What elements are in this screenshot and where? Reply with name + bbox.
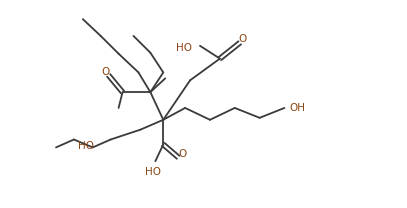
Text: O: O bbox=[239, 34, 247, 44]
Text: HO: HO bbox=[145, 167, 161, 177]
Text: O: O bbox=[102, 67, 110, 77]
Text: HO: HO bbox=[78, 141, 94, 151]
Text: HO: HO bbox=[176, 43, 192, 53]
Text: O: O bbox=[178, 149, 186, 159]
Text: OH: OH bbox=[289, 103, 305, 113]
